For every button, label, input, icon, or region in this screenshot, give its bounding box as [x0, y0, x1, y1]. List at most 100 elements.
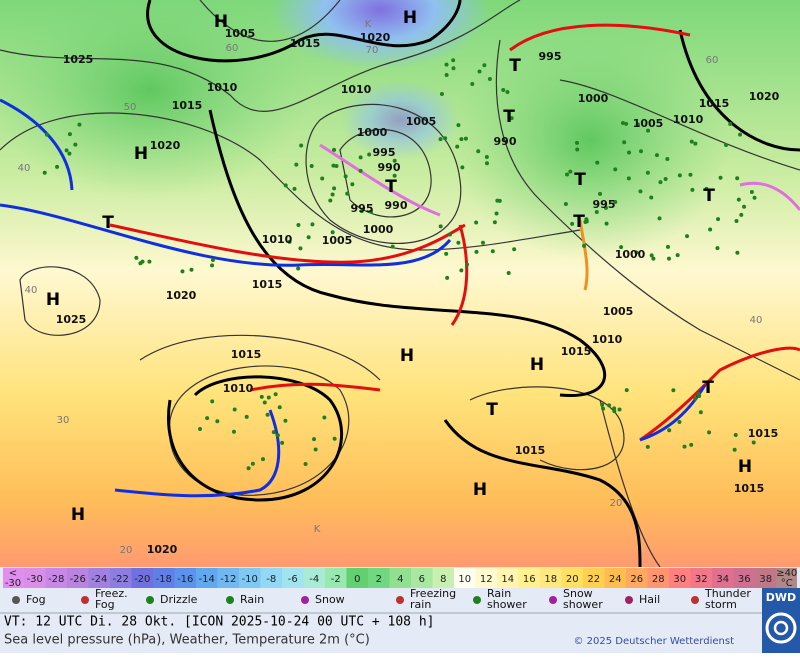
- scale-label: 34: [716, 574, 729, 585]
- rain-symbol: [600, 402, 605, 407]
- isotherm-label: 40: [750, 315, 763, 326]
- rain-symbol: [283, 183, 288, 188]
- scale-cell: [45, 568, 67, 588]
- rain-symbol: [649, 195, 654, 200]
- rain-symbol: [210, 258, 215, 263]
- rain-symbol: [512, 247, 517, 252]
- rain-symbol: [646, 128, 651, 133]
- rain-symbol: [180, 269, 185, 274]
- isotherm-label: 50: [124, 102, 137, 113]
- rain-symbol: [619, 245, 624, 250]
- rain-symbol: [494, 211, 499, 216]
- rain-symbol: [205, 416, 210, 421]
- legend-label: Snow: [563, 587, 593, 600]
- pressure-center: T: [503, 107, 515, 127]
- isobar-label: 995: [593, 198, 616, 211]
- legend-label: Fog: [26, 593, 46, 606]
- rain-symbol: [677, 173, 682, 178]
- rain-symbol: [735, 176, 740, 181]
- logo-icon: [765, 612, 797, 644]
- scale-label: 24: [609, 574, 622, 585]
- rain-symbol: [271, 430, 276, 435]
- rain-symbol: [594, 210, 599, 215]
- rain-symbol: [645, 444, 650, 449]
- isobar: [167, 375, 343, 502]
- scale-label: -22: [113, 574, 129, 585]
- cold-area: [270, 0, 490, 70]
- rain-symbol: [309, 164, 314, 169]
- rain-symbol: [277, 405, 282, 410]
- rain-symbol: [570, 221, 575, 226]
- scale-label: -4: [309, 574, 319, 585]
- scale-label: 4: [397, 574, 403, 585]
- scale-cell: [583, 568, 605, 588]
- scale-label: -16: [177, 574, 193, 585]
- rain-symbol: [358, 155, 363, 160]
- rain-symbol: [604, 221, 609, 226]
- isobar: [305, 103, 462, 244]
- rain-symbol: [677, 419, 682, 424]
- scale-label: 22: [587, 574, 600, 585]
- rain-symbol: [718, 175, 723, 180]
- scale-label: 14: [501, 574, 514, 585]
- pressure-center: H: [134, 144, 148, 164]
- rain-symbol: [665, 244, 670, 249]
- rain-symbol: [675, 253, 680, 258]
- legend-symbol: [301, 596, 309, 604]
- isobar-label: 1020: [360, 31, 391, 44]
- rain-symbol: [620, 121, 625, 126]
- rain-symbol: [345, 191, 350, 196]
- legend-label: storm: [705, 598, 737, 611]
- pressure-center: T: [385, 177, 397, 197]
- isobar-label: 1000: [357, 126, 388, 139]
- rain-symbol: [734, 219, 739, 224]
- isobar: [339, 128, 432, 218]
- rain-symbol: [509, 116, 514, 121]
- rain-symbol: [663, 177, 668, 182]
- rain-symbol: [332, 436, 337, 441]
- rain-symbol: [313, 447, 318, 452]
- scale-label: -2: [331, 574, 341, 585]
- isobar-label: 995: [351, 202, 374, 215]
- rain-symbol: [231, 429, 236, 434]
- pressure-center: H: [530, 355, 544, 375]
- pressure-center: T: [702, 378, 714, 398]
- scale-cell: [3, 568, 24, 588]
- warm-front: [639, 346, 800, 442]
- isobar-label: 1015: [734, 482, 765, 495]
- logo-icon: [773, 620, 789, 636]
- cold-area: [340, 80, 460, 160]
- scale-cell: [540, 568, 562, 588]
- rain-symbol: [392, 158, 397, 163]
- rain-symbol: [330, 192, 335, 197]
- cold-label: K: [365, 19, 372, 30]
- rain-symbol: [563, 202, 568, 207]
- isobar: [19, 266, 101, 336]
- pressure-center: H: [473, 480, 487, 500]
- isobar-label: 995: [539, 50, 562, 63]
- scale-label: 6: [419, 574, 425, 585]
- isotherm-label: 60: [226, 43, 239, 54]
- rain-symbol: [751, 440, 756, 445]
- rain-symbol: [568, 169, 573, 174]
- weather-legend: Fog Freez.Fog Drizzle Rain Snow FreezingrainR…: [12, 587, 751, 611]
- rain-symbol: [658, 180, 663, 185]
- scale-cell: [217, 568, 239, 588]
- rain-symbol: [460, 165, 465, 170]
- scale-cell: [260, 568, 282, 588]
- pressure-center: T: [573, 212, 585, 232]
- scale-cell: [131, 568, 153, 588]
- scale-cell: [24, 568, 46, 588]
- scale-label: -24: [91, 574, 107, 585]
- rain-symbol: [667, 428, 672, 433]
- warm-front: [109, 223, 466, 264]
- isotherm-label: 70: [366, 45, 379, 56]
- isobar-label: 1010: [341, 83, 372, 96]
- pressure-center: H: [46, 290, 60, 310]
- isobar-label: 1005: [406, 115, 437, 128]
- rain-symbol: [736, 197, 741, 202]
- rain-symbol: [601, 406, 606, 411]
- cold-front: [639, 384, 707, 442]
- scale-label: 32: [695, 574, 708, 585]
